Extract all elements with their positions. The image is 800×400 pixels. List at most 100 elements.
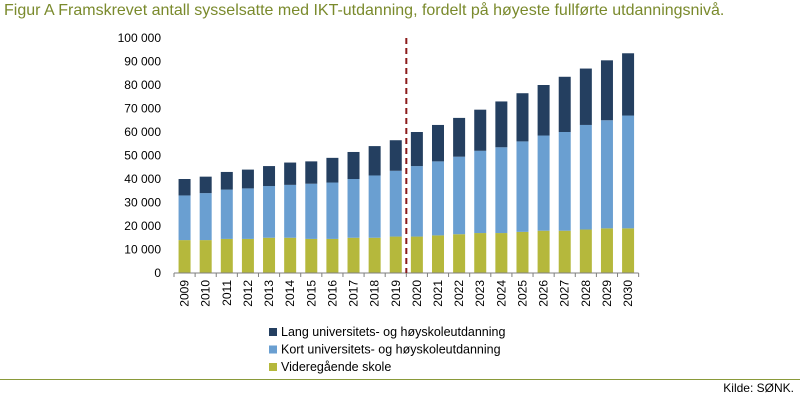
x-tick-label: 2012 bbox=[241, 280, 255, 307]
bar-2020-series-2 bbox=[410, 132, 423, 167]
legend-swatch bbox=[269, 328, 277, 336]
legend-label: Videregående skole bbox=[281, 360, 391, 374]
bar-2025-series-0 bbox=[516, 231, 529, 273]
x-tick-label: 2028 bbox=[579, 280, 593, 307]
x-tick-label: 2019 bbox=[389, 280, 403, 307]
y-tick-label: 0 bbox=[154, 266, 161, 280]
bar-2016-series-1 bbox=[326, 182, 339, 239]
x-tick-label: 2021 bbox=[431, 280, 445, 307]
bar-2018-series-0 bbox=[368, 237, 381, 273]
bar-2022-series-0 bbox=[453, 234, 466, 273]
x-tick-label: 2027 bbox=[558, 280, 572, 307]
bar-2017-series-2 bbox=[347, 151, 360, 179]
legend: Lang universitets- og høyskoleutdanning K… bbox=[269, 325, 505, 374]
y-tick-label: 60 000 bbox=[124, 125, 161, 139]
bar-2027-series-0 bbox=[558, 230, 571, 273]
bar-2012-series-2 bbox=[241, 169, 254, 189]
bar-2027-series-1 bbox=[558, 132, 571, 231]
x-axis: 2009 2010 2011 2012 2013 2014 2015 2016 2017 2018… bbox=[173, 272, 640, 307]
chart-title: Figur A Framskrevet antall sysselsatte m… bbox=[4, 2, 725, 19]
bar-2011-series-0 bbox=[220, 238, 233, 273]
x-tick-label: 2026 bbox=[537, 280, 551, 307]
y-tick-label: 100 000 bbox=[118, 31, 162, 45]
bar-2009-series-0 bbox=[178, 240, 191, 273]
x-tick-label: 2017 bbox=[347, 280, 361, 307]
y-tick-label: 50 000 bbox=[124, 149, 161, 163]
bar-2011-series-2 bbox=[220, 171, 233, 190]
bar-2019-series-2 bbox=[389, 140, 402, 171]
bar-2022-series-1 bbox=[453, 156, 466, 235]
bar-2020-series-0 bbox=[410, 236, 423, 273]
bar-2023-series-1 bbox=[474, 150, 487, 234]
x-tick-label: 2020 bbox=[410, 280, 424, 307]
x-tick-label: 2030 bbox=[621, 280, 635, 307]
bar-2020-series-1 bbox=[410, 166, 423, 237]
x-tick-label: 2025 bbox=[515, 280, 529, 307]
x-tick-label: 2029 bbox=[600, 280, 614, 307]
legend-swatch bbox=[269, 363, 277, 371]
x-tick-label: 2014 bbox=[283, 280, 297, 307]
bar-2012-series-1 bbox=[241, 188, 254, 239]
bar-2030-series-2 bbox=[622, 53, 635, 116]
bar-2021-series-0 bbox=[432, 235, 444, 273]
y-tick-label: 30 000 bbox=[124, 196, 161, 210]
x-tick-label: 2011 bbox=[220, 280, 234, 306]
bar-2028-series-0 bbox=[579, 229, 592, 273]
bar-2017-series-1 bbox=[347, 179, 360, 238]
x-tick-label: 2010 bbox=[199, 280, 213, 307]
bar-2014-series-1 bbox=[284, 184, 297, 238]
x-tick-label: 2018 bbox=[368, 280, 382, 307]
bar-2029-series-2 bbox=[600, 60, 613, 121]
bar-2028-series-1 bbox=[579, 124, 592, 230]
bar-2019-series-1 bbox=[389, 170, 402, 237]
y-tick-label: 70 000 bbox=[124, 102, 161, 116]
stacked-bar-chart: 0 10 000 20 000 30 000 40 000 50 000 60 000 70 … bbox=[118, 31, 640, 374]
x-tick-label: 2009 bbox=[178, 280, 192, 307]
bar-2018-series-2 bbox=[368, 146, 381, 176]
bar-2014-series-0 bbox=[284, 237, 297, 273]
bar-2017-series-0 bbox=[347, 237, 360, 273]
x-tick-label: 2016 bbox=[325, 280, 339, 307]
bar-2014-series-2 bbox=[284, 162, 297, 185]
legend-label: Kort universitets- og høyskoleutdanning bbox=[281, 343, 501, 357]
bar-2010-series-0 bbox=[199, 240, 212, 273]
bar-2021-series-2 bbox=[432, 124, 444, 162]
bar-2013-series-1 bbox=[263, 186, 276, 238]
bar-2015-series-1 bbox=[305, 183, 318, 239]
bar-2010-series-2 bbox=[199, 176, 212, 194]
bar-2029-series-0 bbox=[600, 228, 613, 273]
bar-2028-series-2 bbox=[579, 68, 592, 125]
y-tick-label: 20 000 bbox=[124, 219, 161, 233]
bar-2013-series-2 bbox=[263, 166, 276, 187]
y-tick-label: 40 000 bbox=[124, 172, 161, 186]
bar-2026-series-2 bbox=[537, 85, 550, 136]
bar-2013-series-0 bbox=[263, 237, 276, 273]
bar-2009-series-2 bbox=[178, 179, 191, 196]
bar-2015-series-2 bbox=[305, 161, 318, 184]
bar-2025-series-1 bbox=[516, 141, 529, 232]
x-tick-label: 2023 bbox=[473, 280, 487, 307]
bar-2027-series-2 bbox=[558, 76, 571, 132]
footer-rule bbox=[0, 379, 800, 380]
bar-2010-series-1 bbox=[199, 193, 212, 241]
bar-2011-series-1 bbox=[220, 189, 233, 239]
bar-2025-series-2 bbox=[516, 93, 529, 142]
bar-2015-series-0 bbox=[305, 238, 318, 273]
bar-2022-series-2 bbox=[453, 117, 466, 157]
x-tick-label: 2022 bbox=[452, 280, 466, 307]
source-note: Kilde: SØNK. bbox=[723, 381, 794, 395]
bar-2023-series-0 bbox=[474, 233, 487, 273]
bar-2026-series-1 bbox=[537, 135, 550, 231]
bar-2024-series-2 bbox=[495, 101, 508, 148]
bar-2023-series-2 bbox=[474, 109, 487, 151]
bar-2024-series-0 bbox=[495, 233, 508, 273]
bar-2009-series-1 bbox=[178, 195, 191, 241]
bar-2019-series-0 bbox=[389, 236, 402, 273]
bar-2030-series-0 bbox=[622, 228, 635, 273]
bar-2016-series-0 bbox=[326, 238, 339, 273]
bar-2012-series-0 bbox=[241, 238, 254, 273]
y-tick-label: 80 000 bbox=[124, 78, 161, 92]
y-tick-label: 90 000 bbox=[124, 55, 161, 69]
x-tick-label: 2013 bbox=[262, 280, 276, 307]
x-tick-label: 2024 bbox=[494, 280, 508, 307]
